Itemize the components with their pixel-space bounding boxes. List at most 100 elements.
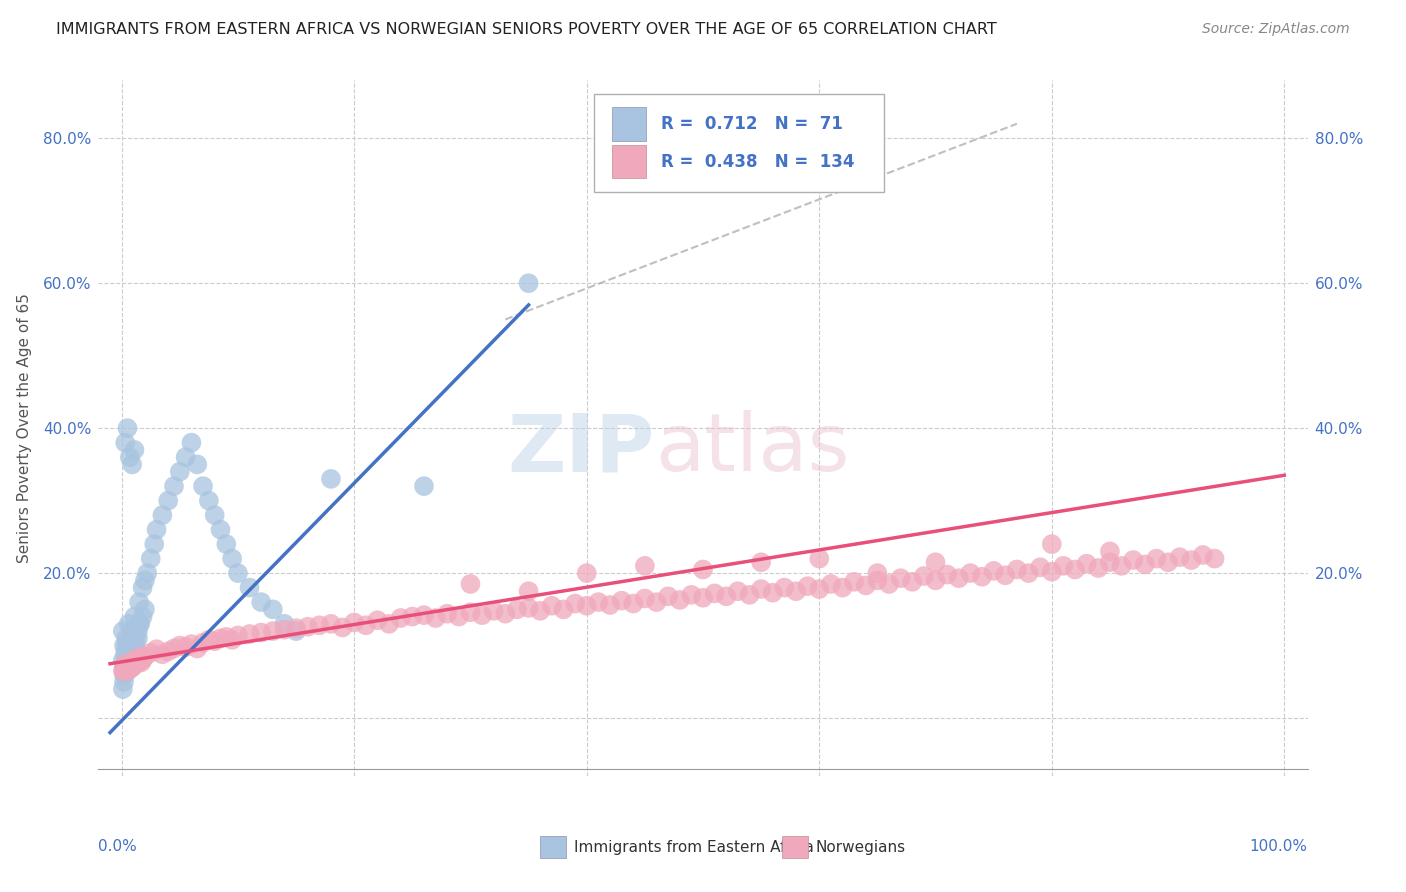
Point <box>948 571 970 585</box>
Point <box>124 442 146 457</box>
Point <box>118 646 141 660</box>
Text: Norwegians: Norwegians <box>815 839 905 855</box>
Point <box>180 435 202 450</box>
Point <box>749 555 772 569</box>
Point <box>112 660 135 674</box>
Point <box>226 628 249 642</box>
Point <box>436 607 458 621</box>
Point <box>866 574 889 588</box>
Point <box>1087 561 1109 575</box>
Point <box>221 551 243 566</box>
Point <box>150 508 173 523</box>
Point <box>117 653 139 667</box>
Point <box>121 639 143 653</box>
Point <box>118 663 141 677</box>
Point <box>215 630 238 644</box>
Point <box>912 569 935 583</box>
Point <box>112 667 135 681</box>
Point <box>128 650 150 665</box>
Point <box>127 624 149 639</box>
Point <box>112 660 135 674</box>
Point <box>1052 558 1074 573</box>
Point <box>120 646 142 660</box>
Point <box>575 566 598 581</box>
Point <box>553 602 575 616</box>
Point <box>890 571 912 585</box>
Point <box>460 577 482 591</box>
Point <box>529 604 551 618</box>
Point <box>118 653 141 667</box>
Point <box>125 651 148 665</box>
Point <box>131 652 153 666</box>
Point <box>128 616 150 631</box>
Point <box>115 660 138 674</box>
Point <box>924 555 946 569</box>
Point <box>273 616 295 631</box>
Point <box>145 523 167 537</box>
Point <box>117 421 139 435</box>
Point <box>1040 537 1063 551</box>
Point <box>308 618 330 632</box>
Point <box>378 616 401 631</box>
Text: R =  0.712   N =  71: R = 0.712 N = 71 <box>661 115 842 133</box>
Point <box>132 651 155 665</box>
Point <box>115 662 138 676</box>
Point <box>738 588 761 602</box>
Point <box>413 479 436 493</box>
Point <box>136 566 159 581</box>
FancyBboxPatch shape <box>540 836 567 858</box>
Point <box>1157 555 1180 569</box>
Point <box>169 639 191 653</box>
FancyBboxPatch shape <box>782 836 808 858</box>
Point <box>482 604 505 618</box>
Point <box>121 458 143 472</box>
Point <box>599 598 621 612</box>
Point <box>122 659 145 673</box>
Point <box>129 616 152 631</box>
Point <box>180 637 202 651</box>
Point <box>157 644 180 658</box>
Point <box>111 624 134 639</box>
Point <box>239 627 262 641</box>
Point <box>564 597 586 611</box>
Point <box>129 654 152 668</box>
Point <box>471 608 494 623</box>
Point <box>1180 553 1202 567</box>
Point <box>204 508 226 523</box>
Point <box>808 551 831 566</box>
Point <box>215 537 238 551</box>
Point <box>634 591 657 606</box>
Point <box>1018 566 1040 581</box>
Point <box>354 618 377 632</box>
Point <box>118 660 141 674</box>
Point <box>785 584 807 599</box>
Point <box>621 597 644 611</box>
Point <box>924 574 946 588</box>
Point <box>191 635 214 649</box>
Point <box>118 660 141 674</box>
Point <box>124 639 146 653</box>
Point <box>1168 550 1191 565</box>
Point <box>994 568 1017 582</box>
Point <box>191 479 214 493</box>
Point <box>121 624 143 639</box>
Point <box>204 634 226 648</box>
Point <box>131 655 153 669</box>
Point <box>681 588 703 602</box>
Point <box>273 623 295 637</box>
Point <box>118 450 141 465</box>
Point <box>447 609 470 624</box>
Point <box>634 558 657 573</box>
Point <box>1098 555 1121 569</box>
Point <box>901 574 924 589</box>
Point <box>540 599 562 613</box>
Text: atlas: atlas <box>655 410 849 488</box>
FancyBboxPatch shape <box>613 145 647 178</box>
Point <box>970 570 993 584</box>
Point <box>506 602 529 616</box>
Text: 100.0%: 100.0% <box>1250 838 1308 854</box>
Point <box>343 615 366 630</box>
Point <box>703 586 725 600</box>
Point <box>389 611 412 625</box>
Point <box>575 599 598 613</box>
